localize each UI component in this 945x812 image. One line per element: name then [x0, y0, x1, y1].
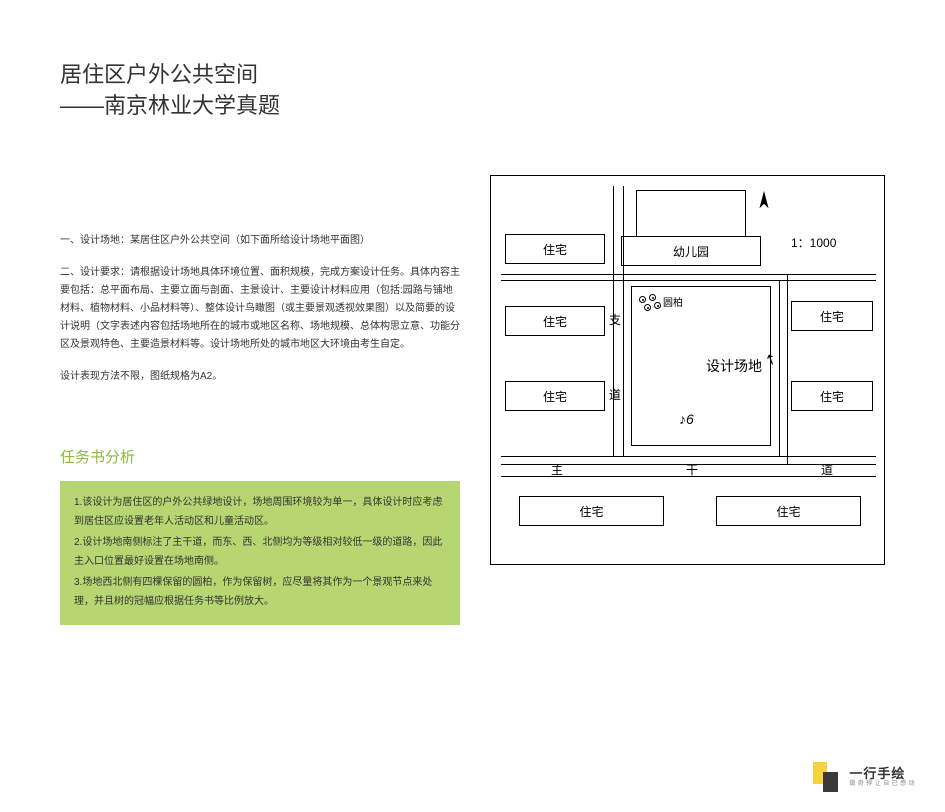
logo-mark-icon: [809, 762, 841, 792]
road-label-gan: 干: [686, 461, 698, 478]
right-column: 1：1000 住宅 幼儿园 住宅 住宅 住宅 住宅 住宅 住宅 设计场地: [490, 60, 885, 625]
analysis-box: 1.该设计为居住区的户外公共绿地设计，场地周围环境较为单一，具体设计时应考虑到居…: [60, 481, 460, 625]
block-residence-w2: 住宅: [505, 381, 605, 411]
brand-logo: 一行手绘 做 奇 得 让 自 己 感 动: [809, 762, 915, 792]
hand-annotation: ♪6: [679, 411, 694, 427]
design-area-label: 设计场地: [706, 356, 762, 376]
block-residence-sw: 住宅: [519, 496, 664, 526]
block-residence-w1: 住宅: [505, 306, 605, 336]
road-line-h2: [501, 456, 876, 457]
page-title-line1: 居住区户外公共空间: [60, 60, 460, 91]
tree-icon: [639, 296, 646, 303]
analysis-item-1: 1.该设计为居住区的户外公共绿地设计，场地周围环境较为单一，具体设计时应考虑到居…: [74, 493, 446, 531]
site-plan-diagram: 1：1000 住宅 幼儿园 住宅 住宅 住宅 住宅 住宅 住宅 设计场地: [490, 175, 885, 565]
road-label-dao2: 道: [821, 461, 833, 478]
tree-icon: [654, 302, 661, 309]
logo-sub-text: 做 奇 得 让 自 己 感 动: [849, 781, 915, 788]
road-label-zhu: 主: [551, 461, 563, 478]
road-line-h1: [501, 274, 876, 275]
road-line-h1b: [501, 280, 876, 281]
block-residence-nw: 住宅: [505, 234, 605, 264]
left-column: 居住区户外公共空间 ——南京林业大学真题 一、设计场地：某居住区户外公共空间（如…: [60, 60, 460, 625]
scale-label: 1：1000: [791, 234, 836, 251]
paragraph-site: 一、设计场地：某居住区户外公共空间（如下面所给设计场地平面图）: [60, 232, 460, 250]
tree-icon: [649, 294, 656, 301]
road-line-v1: [613, 186, 614, 280]
page-title-line2: ——南京林业大学真题: [60, 91, 460, 122]
road-line-v2: [779, 281, 780, 456]
road-line-v1b: [623, 186, 624, 274]
road-line-v2b: [787, 274, 788, 464]
block-design-area: 设计场地: [631, 286, 771, 446]
analysis-item-2: 2.设计场地南侧标注了主干道，而东、西、北侧均为等级相对较低一级的道路，因此主入…: [74, 533, 446, 571]
paragraph-note: 设计表现方法不限，图纸规格为A2。: [60, 368, 460, 386]
logo-main-text: 一行手绘: [849, 767, 915, 781]
block-residence-e1: 住宅: [791, 301, 873, 331]
road-label-zhi: 支: [609, 311, 621, 328]
road-line-v3b: [623, 274, 624, 456]
tree-label: 圆柏: [663, 294, 683, 309]
block-residence-se: 住宅: [716, 496, 861, 526]
block-residence-e2: 住宅: [791, 381, 873, 411]
logo-text: 一行手绘 做 奇 得 让 自 己 感 动: [849, 767, 915, 788]
analysis-item-3: 3.场地西北侧有四棵保留的圆柏，作为保留树，应尽量将其作为一个景观节点来处理，并…: [74, 573, 446, 611]
block-kindergarten: 幼儿园: [621, 236, 761, 266]
page-container: 居住区户外公共空间 ——南京林业大学真题 一、设计场地：某居住区户外公共空间（如…: [0, 0, 945, 625]
paragraph-requirements: 二、设计要求：请根据设计场地具体环境位置、面积规模，完成方案设计任务。具体内容主…: [60, 264, 460, 354]
tree-icon: [644, 304, 651, 311]
road-line-v3: [613, 281, 614, 456]
compass-icon: [753, 190, 775, 212]
analysis-heading: 任务书分析: [60, 446, 460, 467]
road-label-dao: 道: [609, 386, 621, 403]
